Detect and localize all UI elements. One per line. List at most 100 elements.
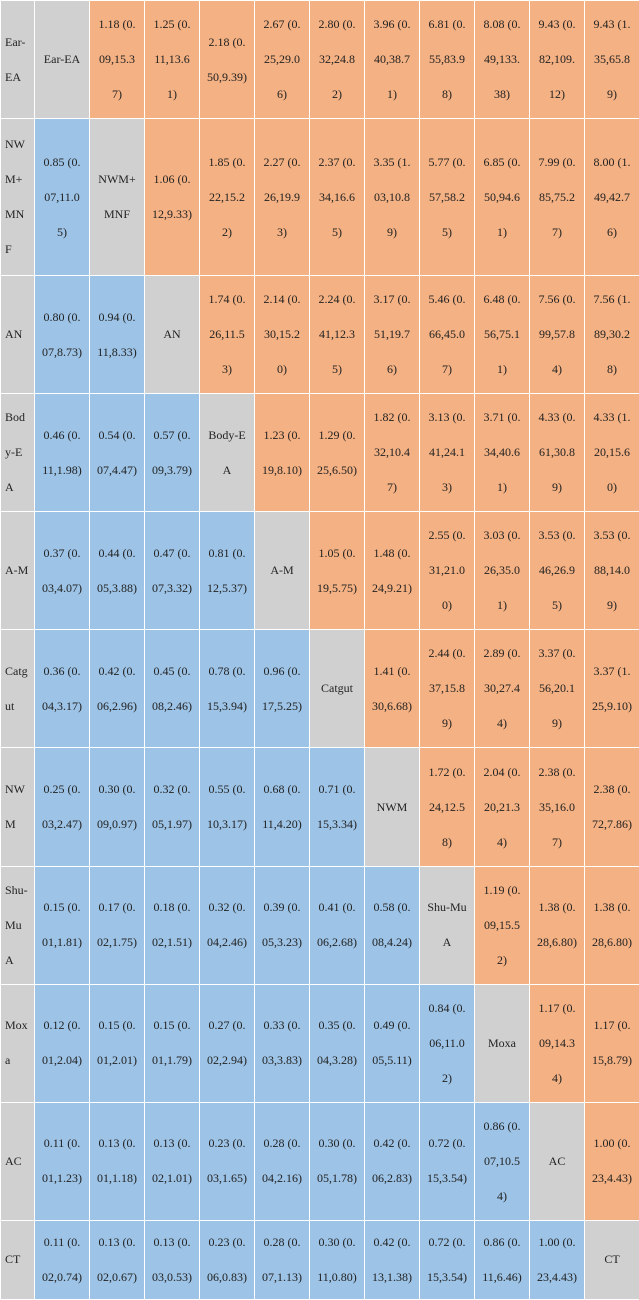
upper-cell: 7.99 (0.85,75.27) xyxy=(529,118,585,277)
upper-cell: 1.29 (0.25,6.50) xyxy=(309,393,365,513)
lower-cell: 0.86 (0.07,10.54) xyxy=(474,1101,530,1221)
upper-cell: 6.85 (0.50,94.61) xyxy=(474,118,530,277)
upper-cell: 7.56 (1.89,30.28) xyxy=(584,275,639,395)
table-row: Moxa 0.12 (0.01,2.04) 0.15 (0.01,2.01) 0.15… xyxy=(0,983,639,1103)
lower-cell: 0.33 (0.03,3.83) xyxy=(254,983,310,1103)
lower-cell: 0.42 (0.06,2.96) xyxy=(89,629,145,749)
upper-cell: 2.55 (0.31,21.00) xyxy=(419,511,475,631)
treatment-name: AN xyxy=(144,275,200,395)
lower-cell: 0.13 (0.01,1.18) xyxy=(89,1101,145,1221)
row-label: NWM xyxy=(0,747,35,867)
lower-cell: 0.49 (0.05,5.11) xyxy=(364,983,420,1103)
lower-cell: 0.30 (0.05,1.78) xyxy=(309,1101,365,1221)
lower-cell: 0.44 (0.05,3.88) xyxy=(89,511,145,631)
upper-cell: 9.43 (1.35,65.89) xyxy=(584,0,639,120)
lower-cell: 0.35 (0.04,3.28) xyxy=(309,983,365,1103)
upper-cell: 1.06 (0.12,9.33) xyxy=(144,118,200,277)
table-row: NWM+MNF 0.85 (0.07,11.05) NWM+MNF 1.06 (0.1… xyxy=(0,118,639,277)
lower-cell: 0.23 (0.06,0.83) xyxy=(199,1219,255,1300)
lower-cell: 0.42 (0.06,2.83) xyxy=(364,1101,420,1221)
lower-cell: 0.78 (0.15,3.94) xyxy=(199,629,255,749)
lower-cell: 0.45 (0.08,2.46) xyxy=(144,629,200,749)
upper-cell: 5.77 (0.57,58.25) xyxy=(419,118,475,277)
upper-cell: 6.81 (0.55,83.98) xyxy=(419,0,475,120)
lower-cell: 0.41 (0.06,2.68) xyxy=(309,865,365,985)
upper-cell: 2.24 (0.41,12.35) xyxy=(309,275,365,395)
upper-cell: 3.53 (0.88,14.09) xyxy=(584,511,639,631)
row-label: AC xyxy=(0,1101,35,1221)
lower-cell: 0.32 (0.04,2.46) xyxy=(199,865,255,985)
lower-cell: 0.25 (0.03,2.47) xyxy=(34,747,90,867)
lower-cell: 1.00 (0.23,4.43) xyxy=(529,1219,585,1300)
upper-cell: 2.89 (0.30,27.44) xyxy=(474,629,530,749)
upper-cell: 1.74 (0.26,11.53) xyxy=(199,275,255,395)
row-label: Ear-EA xyxy=(0,0,35,120)
upper-cell: 1.41 (0.30,6.68) xyxy=(364,629,420,749)
upper-cell: 1.23 (0.19,8.10) xyxy=(254,393,310,513)
lower-cell: 0.27 (0.02,2.94) xyxy=(199,983,255,1103)
lower-cell: 0.96 (0.17,5.25) xyxy=(254,629,310,749)
upper-cell: 2.37 (0.34,16.65) xyxy=(309,118,365,277)
upper-cell: 2.27 (0.26,19.93) xyxy=(254,118,310,277)
upper-cell: 1.00 (0.23,4.43) xyxy=(584,1101,639,1221)
lower-cell: 0.15 (0.01,2.01) xyxy=(89,983,145,1103)
lower-cell: 0.81 (0.12,5.37) xyxy=(199,511,255,631)
lower-cell: 0.15 (0.01,1.79) xyxy=(144,983,200,1103)
upper-cell: 1.18 (0.09,15.37) xyxy=(89,0,145,120)
row-label: NWM+MNF xyxy=(0,118,35,277)
treatment-name: CT xyxy=(584,1219,639,1300)
upper-cell: 8.08 (0.49,133.38) xyxy=(474,0,530,120)
lower-cell: 0.36 (0.04,3.17) xyxy=(34,629,90,749)
lower-cell: 0.37 (0.03,4.07) xyxy=(34,511,90,631)
lower-cell: 0.46 (0.11,1.98) xyxy=(34,393,90,513)
upper-cell: 4.33 (1.20,15.60) xyxy=(584,393,639,513)
upper-cell: 3.71 (0.34,40.61) xyxy=(474,393,530,513)
upper-cell: 3.96 (0.40,38.71) xyxy=(364,0,420,120)
lower-cell: 0.15 (0.01,1.81) xyxy=(34,865,90,985)
upper-cell: 2.38 (0.35,16.07) xyxy=(529,747,585,867)
lower-cell: 0.28 (0.04,2.16) xyxy=(254,1101,310,1221)
table-row: A-M 0.37 (0.03,4.07) 0.44 (0.05,3.88) 0.47 … xyxy=(0,511,639,631)
upper-cell: 3.13 (0.41,24.13) xyxy=(419,393,475,513)
lower-cell: 0.18 (0.02,1.51) xyxy=(144,865,200,985)
upper-cell: 3.53 (0.46,26.95) xyxy=(529,511,585,631)
upper-cell: 2.67 (0.25,29.06) xyxy=(254,0,310,120)
upper-cell: 3.37 (0.56,20.19) xyxy=(529,629,585,749)
upper-cell: 3.35 (1.03,10.89) xyxy=(364,118,420,277)
lower-cell: 0.11 (0.01,1.23) xyxy=(34,1101,90,1221)
lower-cell: 0.72 (0.15,3.54) xyxy=(419,1219,475,1300)
table-row: Body-EA 0.46 (0.11,1.98) 0.54 (0.07,4.47) 0… xyxy=(0,393,639,513)
lower-cell: 0.13 (0.02,0.67) xyxy=(89,1219,145,1300)
upper-cell: 1.82 (0.32,10.47) xyxy=(364,393,420,513)
upper-cell: 4.33 (0.61,30.89) xyxy=(529,393,585,513)
upper-cell: 1.05 (0.19,5.75) xyxy=(309,511,365,631)
lower-cell: 0.94 (0.11,8.33) xyxy=(89,275,145,395)
upper-cell: 1.17 (0.15,8.79) xyxy=(584,983,639,1103)
lower-cell: 0.47 (0.07,3.32) xyxy=(144,511,200,631)
treatment-name: Shu-Mu A xyxy=(419,865,475,985)
upper-cell: 1.38 (0.28,6.80) xyxy=(529,865,585,985)
lower-cell: 0.71 (0.15,3.34) xyxy=(309,747,365,867)
upper-cell: 8.00 (1.49,42.76) xyxy=(584,118,639,277)
table-row: AC 0.11 (0.01,1.23) 0.13 (0.01,1.18) 0.13 (… xyxy=(0,1101,639,1221)
treatment-name: NWM xyxy=(364,747,420,867)
lower-cell: 0.30 (0.11,0.80) xyxy=(309,1219,365,1300)
row-label: A-M xyxy=(0,511,35,631)
lower-cell: 0.84 (0.06,11.02) xyxy=(419,983,475,1103)
treatment-name: NWM+MNF xyxy=(89,118,145,277)
lower-cell: 0.11 (0.02,0.74) xyxy=(34,1219,90,1300)
table-row: Catgut 0.36 (0.04,3.17) 0.42 (0.06,2.96) 0.… xyxy=(0,629,639,749)
treatment-name: A-M xyxy=(254,511,310,631)
treatment-name: Moxa xyxy=(474,983,530,1103)
lower-cell: 0.54 (0.07,4.47) xyxy=(89,393,145,513)
upper-cell: 6.48 (0.56,75.11) xyxy=(474,275,530,395)
lower-cell: 0.13 (0.03,0.53) xyxy=(144,1219,200,1300)
lower-cell: 0.28 (0.07,1.13) xyxy=(254,1219,310,1300)
lower-cell: 0.55 (0.10,3.17) xyxy=(199,747,255,867)
lower-cell: 0.32 (0.05,1.97) xyxy=(144,747,200,867)
upper-cell: 5.46 (0.66,45.07) xyxy=(419,275,475,395)
lower-cell: 0.42 (0.13,1.38) xyxy=(364,1219,420,1300)
lower-cell: 0.12 (0.01,2.04) xyxy=(34,983,90,1103)
row-label: Shu-Mu A xyxy=(0,865,35,985)
